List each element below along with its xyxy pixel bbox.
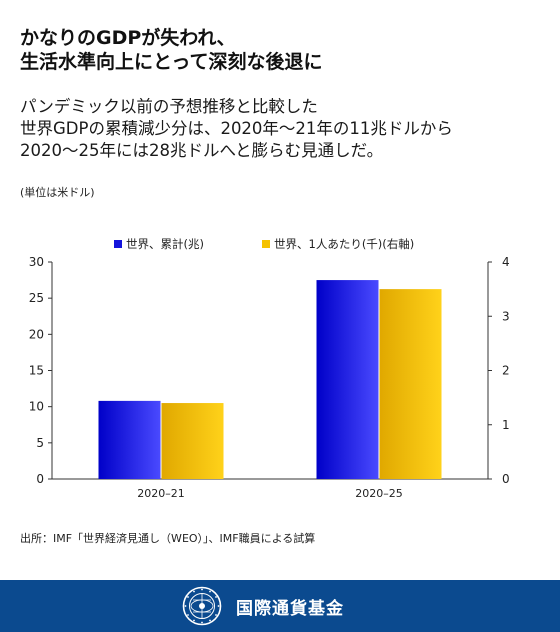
bar-cumulative: [98, 400, 161, 479]
subtitle-line-1: パンデミック以前の予想推移と比較した: [20, 97, 318, 116]
y-right-tick-label: 3: [502, 309, 510, 323]
y-left-tick-label: 20: [29, 327, 44, 341]
bar-per-capita: [379, 289, 442, 479]
legend-label: 世界、累計(兆): [126, 237, 204, 251]
chart-subtitle: パンデミック以前の予想推移と比較した 世界GDPの累積減少分は、2020年〜21…: [20, 96, 550, 162]
bar-chart: 0 5 10 15 20 25 30 0 1 2 3 4 2020–21 2020–25 世界、累計(兆) 世…: [29, 237, 510, 500]
org-name: 国際通貨基金: [236, 598, 344, 619]
y-left-tick-label: 15: [29, 364, 44, 378]
source-note: 出所：IMF「世界経済見通し（WEO）」、IMF職員による試算: [20, 532, 316, 545]
subtitle-line-3: 2020〜25年には28兆ドルへと膨らむ見通しだ。: [20, 141, 384, 160]
y-right-tick-label: 0: [502, 472, 510, 486]
bar-per-capita: [161, 403, 224, 479]
bar-cumulative: [316, 280, 379, 479]
legend-swatch: [262, 240, 270, 248]
y-right-tick-label: 2: [502, 364, 510, 378]
x-tick-label: 2020–21: [137, 487, 185, 500]
y-right-tick-label: 1: [502, 418, 510, 432]
y-right-tick-label: 4: [502, 255, 510, 269]
title-line-1: かなりのGDPが失われ、: [20, 27, 236, 49]
imf-seal-icon: [182, 586, 222, 626]
footer-branding: 国際通貨基金: [182, 586, 344, 626]
x-tick-label: 2020–25: [355, 487, 403, 500]
y-left-tick-label: 5: [36, 436, 44, 450]
legend-label: 世界、1人あたり(千)(右軸): [274, 237, 414, 251]
y-left-tick-label: 30: [29, 255, 44, 269]
y-left-tick-label: 10: [29, 400, 44, 414]
unit-note: (単位は米ドル): [20, 186, 95, 199]
title-line-2: 生活水準向上にとって深刻な後退に: [20, 51, 323, 73]
legend-swatch: [114, 240, 122, 248]
footer-bar: 国際通貨基金: [0, 580, 560, 632]
y-left-tick-label: 25: [29, 291, 44, 305]
chart-title: かなりのGDPが失われ、 生活水準向上にとって深刻な後退に: [20, 26, 540, 74]
subtitle-line-2: 世界GDPの累積減少分は、2020年〜21年の11兆ドルから: [20, 119, 453, 138]
y-left-tick-label: 0: [36, 472, 44, 486]
